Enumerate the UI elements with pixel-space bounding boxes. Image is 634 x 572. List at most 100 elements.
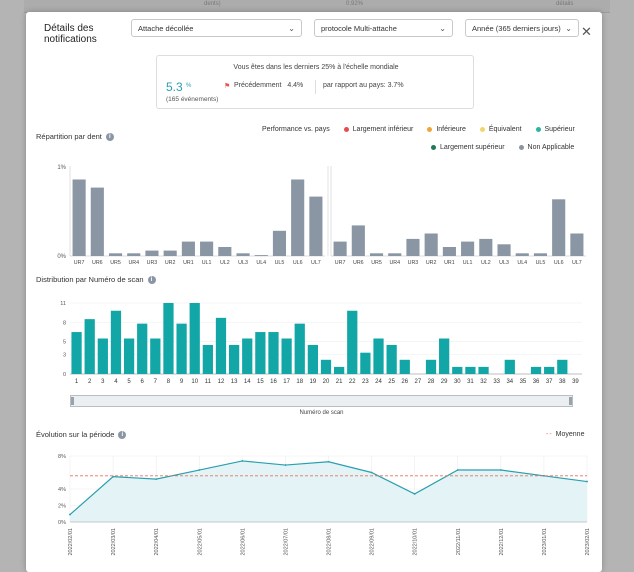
period-line-chart: 8% 4% 2% 0%2022/02/01 2022/03/01 2022/04/01 20… — [58, 454, 591, 556]
y-tick-label: 0% — [58, 520, 66, 526]
tooth-bar — [442, 247, 456, 256]
x-tick-label: UL2 — [481, 260, 491, 266]
x-tick-label: 24 — [375, 379, 382, 385]
x-tick-label: UR1 — [444, 260, 455, 266]
condition-select-value: Attache décollée — [138, 24, 194, 33]
tooth-bar — [291, 179, 305, 256]
tooth-bar — [515, 253, 529, 256]
legend-dot — [343, 126, 349, 132]
x-tick-label: 2022/06/01 — [240, 528, 246, 556]
tooth-bar — [181, 241, 195, 256]
chevron-down-icon: ⌄ — [565, 24, 572, 33]
notification-details-modal: Détails des notifications Attache décoll… — [26, 12, 602, 572]
scan-bar — [123, 338, 135, 374]
tooth-bar — [406, 238, 420, 256]
legend-label: Inférieure — [436, 126, 466, 133]
legend-dot — [427, 126, 433, 132]
legend-item[interactable]: Non Applicable — [518, 144, 574, 151]
tooth-bar — [461, 241, 475, 256]
legend-dot — [535, 126, 541, 132]
tooth-bar-chart: 1% 0% UR7 UR6 UR5 UR4 UR3 UR2 UR1 UL1 UL2 UL3 UL4 UL5… — [57, 165, 586, 266]
tooth-bar — [479, 238, 493, 256]
y-tick-label: 8% — [58, 454, 66, 460]
x-tick-label: UL7 — [311, 260, 321, 266]
x-tick-label: 34 — [506, 379, 513, 385]
scan-bar — [71, 332, 82, 374]
scan-bar — [334, 366, 345, 374]
x-tick-label: 29 — [441, 379, 448, 385]
info-icon[interactable]: i — [147, 276, 156, 285]
tooth-bar — [163, 250, 177, 256]
legend-item[interactable]: Supérieur — [535, 126, 575, 133]
x-tick-label: 26 — [401, 379, 408, 385]
info-icon[interactable]: i — [105, 133, 114, 142]
x-tick-label: 2022/09/01 — [370, 528, 376, 556]
info-icon[interactable]: i — [118, 431, 127, 440]
scan-bar — [255, 332, 266, 374]
tooth-bar — [236, 253, 250, 256]
tooth-section-title: Répartition par dent i — [36, 132, 114, 142]
x-tick-label: 14 — [244, 379, 251, 385]
y-tick-label: 8 — [63, 320, 66, 326]
tooth-bar — [351, 225, 365, 256]
y-tick-label: 0% — [57, 254, 66, 260]
legend-item[interactable]: Inférieure — [427, 126, 466, 133]
performance-legend-row2: Largement supérieur Non Applicable — [431, 144, 574, 151]
x-tick-label: UR6 — [92, 260, 103, 266]
x-tick-label: UR2 — [165, 260, 176, 266]
scan-bar — [84, 319, 95, 374]
y-tick-label: 11 — [60, 301, 66, 307]
summary-value: 5.3 — [166, 80, 183, 94]
x-tick-label: 6 — [141, 379, 145, 385]
data-point — [586, 480, 588, 483]
scan-bar — [189, 303, 200, 374]
scan-bar — [307, 344, 318, 374]
summary-card: Vous êtes dans les derniers 25% à l'éche… — [156, 55, 474, 109]
x-tick-label: UR6 — [353, 260, 364, 266]
x-tick-label: 28 — [428, 379, 435, 385]
scan-bar — [176, 323, 187, 374]
condition-select[interactable]: Attache décollée ⌄ — [131, 19, 302, 37]
data-point — [456, 469, 459, 471]
x-tick-label: 15 — [257, 379, 264, 385]
x-tick-label: UR2 — [426, 260, 437, 266]
slider-handle-right[interactable] — [569, 397, 572, 405]
tooth-bar — [570, 233, 584, 256]
scan-bar — [386, 344, 397, 374]
data-point — [370, 471, 373, 474]
scan-bar — [242, 338, 253, 374]
y-tick-label: 5 — [63, 340, 66, 346]
x-tick-label: 2022/08/01 — [327, 528, 333, 556]
scan-bar — [320, 359, 332, 374]
legend-dot — [431, 144, 436, 150]
x-tick-label: UR7 — [74, 260, 85, 266]
data-point — [499, 469, 502, 471]
tooth-bar — [552, 199, 566, 256]
x-tick-label: 19 — [310, 379, 317, 385]
x-tick-label: 1 — [75, 379, 79, 385]
legend-item[interactable]: Équivalent — [479, 126, 522, 133]
x-tick-label: 9 — [180, 379, 184, 385]
x-tick-label: 2023/01/01 — [542, 528, 548, 556]
range-slider[interactable] — [70, 395, 573, 407]
protocol-select[interactable]: protocole Multi-attache ⌄ — [314, 19, 453, 37]
summary-headline: Vous êtes dans les derniers 25% à l'éche… — [233, 64, 399, 71]
slider-handle-left[interactable] — [71, 397, 74, 405]
scan-bar — [373, 338, 384, 374]
x-tick-label: UR3 — [408, 260, 419, 266]
x-tick-label: UR3 — [147, 260, 158, 266]
scan-bar — [202, 344, 213, 374]
scan-section-title-text: Distribution par Numéro de scan — [36, 275, 144, 284]
tooth-bar — [72, 179, 86, 256]
legend-item[interactable]: Largement supérieur — [431, 144, 505, 151]
x-tick-label: UL1 — [463, 260, 473, 266]
x-tick-label: 21 — [336, 379, 343, 385]
legend-item[interactable]: Largement inférieur — [343, 126, 413, 133]
period-select[interactable]: Année (365 derniers jours) ⌄ — [465, 19, 579, 37]
close-icon[interactable]: ✕ — [581, 24, 592, 39]
scan-bar — [504, 359, 515, 374]
legend-label: Équivalent — [488, 126, 522, 133]
scan-bar — [268, 332, 279, 374]
previous-value: 4.4% — [287, 82, 304, 89]
tooth-bar — [388, 253, 402, 256]
